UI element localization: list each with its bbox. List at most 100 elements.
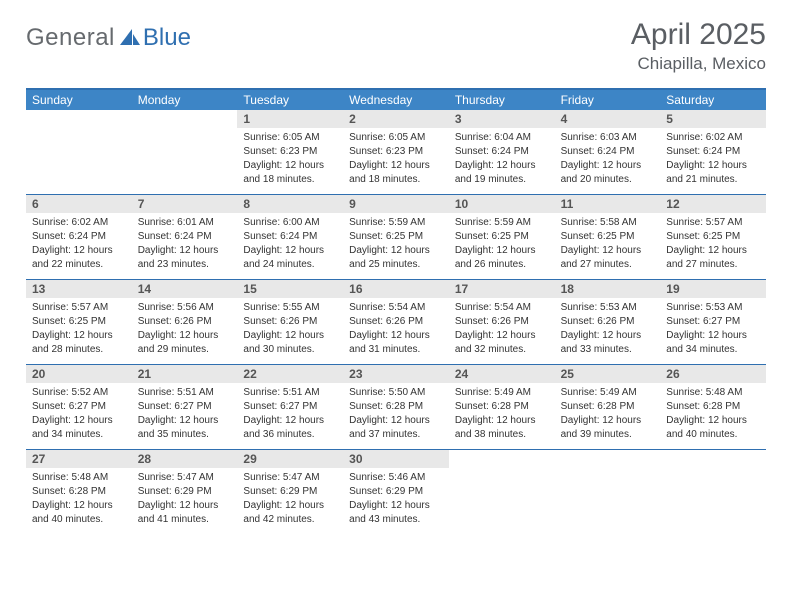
day-cell: 1Sunrise: 6:05 AMSunset: 6:23 PMDaylight… — [237, 110, 343, 194]
day-data: Sunrise: 5:59 AMSunset: 6:25 PMDaylight:… — [449, 213, 555, 276]
day-data: Sunrise: 5:50 AMSunset: 6:28 PMDaylight:… — [343, 383, 449, 446]
day-sunrise: Sunrise: 5:49 AM — [561, 386, 655, 399]
day-day2: and 33 minutes. — [561, 343, 655, 356]
day-cell: 20Sunrise: 5:52 AMSunset: 6:27 PMDayligh… — [26, 365, 132, 449]
day-day2: and 36 minutes. — [243, 428, 337, 441]
day-number: 19 — [660, 280, 766, 298]
day-sunrise: Sunrise: 5:48 AM — [666, 386, 760, 399]
day-cell: ..... — [132, 110, 238, 194]
day-cell: 19Sunrise: 5:53 AMSunset: 6:27 PMDayligh… — [660, 280, 766, 364]
day-sunrise: Sunrise: 5:51 AM — [243, 386, 337, 399]
day-sunrise: Sunrise: 5:57 AM — [666, 216, 760, 229]
day-data: Sunrise: 5:52 AMSunset: 6:27 PMDaylight:… — [26, 383, 132, 446]
day-data: Sunrise: 6:00 AMSunset: 6:24 PMDaylight:… — [237, 213, 343, 276]
day-day2: and 37 minutes. — [349, 428, 443, 441]
day-number: 21 — [132, 365, 238, 383]
day-data: Sunrise: 5:46 AMSunset: 6:29 PMDaylight:… — [343, 468, 449, 531]
day-day1: Daylight: 12 hours — [349, 244, 443, 257]
day-day1: Daylight: 12 hours — [243, 414, 337, 427]
day-sunset: Sunset: 6:27 PM — [32, 400, 126, 413]
day-sunset: Sunset: 6:27 PM — [138, 400, 232, 413]
day-day1: Daylight: 12 hours — [561, 159, 655, 172]
day-sunrise: Sunrise: 5:52 AM — [32, 386, 126, 399]
day-sunset: Sunset: 6:26 PM — [243, 315, 337, 328]
day-day2: and 19 minutes. — [455, 173, 549, 186]
day-data: Sunrise: 6:01 AMSunset: 6:24 PMDaylight:… — [132, 213, 238, 276]
day-day2: and 23 minutes. — [138, 258, 232, 271]
day-sunrise: Sunrise: 5:51 AM — [138, 386, 232, 399]
day-sunset: Sunset: 6:28 PM — [561, 400, 655, 413]
day-data: Sunrise: 5:54 AMSunset: 6:26 PMDaylight:… — [449, 298, 555, 361]
day-number: 13 — [26, 280, 132, 298]
weekday-header: Saturday — [660, 90, 766, 110]
day-cell: 28Sunrise: 5:47 AMSunset: 6:29 PMDayligh… — [132, 450, 238, 534]
day-day1: Daylight: 12 hours — [243, 329, 337, 342]
day-sunrise: Sunrise: 5:48 AM — [32, 471, 126, 484]
logo-word-2: Blue — [143, 24, 191, 52]
day-number: 29 — [237, 450, 343, 468]
day-cell: 6Sunrise: 6:02 AMSunset: 6:24 PMDaylight… — [26, 195, 132, 279]
day-data: Sunrise: 5:59 AMSunset: 6:25 PMDaylight:… — [343, 213, 449, 276]
day-day1: Daylight: 12 hours — [349, 329, 443, 342]
title-block: April 2025 Chiapilla, Mexico — [631, 18, 766, 74]
day-cell: 18Sunrise: 5:53 AMSunset: 6:26 PMDayligh… — [555, 280, 661, 364]
day-day1: Daylight: 12 hours — [666, 414, 760, 427]
day-number: 26 — [660, 365, 766, 383]
day-data: Sunrise: 6:03 AMSunset: 6:24 PMDaylight:… — [555, 128, 661, 191]
day-sunset: Sunset: 6:29 PM — [243, 485, 337, 498]
week-row: 13Sunrise: 5:57 AMSunset: 6:25 PMDayligh… — [26, 279, 766, 364]
day-sunset: Sunset: 6:24 PM — [138, 230, 232, 243]
day-number: 3 — [449, 110, 555, 128]
day-day1: Daylight: 12 hours — [32, 244, 126, 257]
day-day2: and 40 minutes. — [32, 513, 126, 526]
day-day2: and 27 minutes. — [561, 258, 655, 271]
day-cell: 17Sunrise: 5:54 AMSunset: 6:26 PMDayligh… — [449, 280, 555, 364]
day-cell: ..... — [26, 110, 132, 194]
day-data: Sunrise: 5:49 AMSunset: 6:28 PMDaylight:… — [449, 383, 555, 446]
day-day2: and 22 minutes. — [32, 258, 126, 271]
day-sunrise: Sunrise: 5:53 AM — [561, 301, 655, 314]
day-sunset: Sunset: 6:23 PM — [243, 145, 337, 158]
day-day1: Daylight: 12 hours — [349, 499, 443, 512]
day-number: 27 — [26, 450, 132, 468]
weekday-header: Monday — [132, 90, 238, 110]
day-cell: 8Sunrise: 6:00 AMSunset: 6:24 PMDaylight… — [237, 195, 343, 279]
day-day2: and 32 minutes. — [455, 343, 549, 356]
page-title: April 2025 — [631, 18, 766, 52]
day-sunrise: Sunrise: 5:54 AM — [455, 301, 549, 314]
day-cell: 25Sunrise: 5:49 AMSunset: 6:28 PMDayligh… — [555, 365, 661, 449]
day-day2: and 18 minutes. — [243, 173, 337, 186]
day-sunrise: Sunrise: 5:59 AM — [455, 216, 549, 229]
day-sunset: Sunset: 6:24 PM — [455, 145, 549, 158]
day-sunset: Sunset: 6:28 PM — [666, 400, 760, 413]
day-day1: Daylight: 12 hours — [561, 244, 655, 257]
day-cell: ..... — [449, 450, 555, 534]
weekday-header: Sunday — [26, 90, 132, 110]
weekday-header: Wednesday — [343, 90, 449, 110]
day-day1: Daylight: 12 hours — [32, 499, 126, 512]
day-number: 7 — [132, 195, 238, 213]
day-day2: and 29 minutes. — [138, 343, 232, 356]
day-number: 5 — [660, 110, 766, 128]
day-cell: 9Sunrise: 5:59 AMSunset: 6:25 PMDaylight… — [343, 195, 449, 279]
day-day1: Daylight: 12 hours — [455, 244, 549, 257]
day-data: Sunrise: 6:02 AMSunset: 6:24 PMDaylight:… — [26, 213, 132, 276]
day-number: 16 — [343, 280, 449, 298]
day-number: 30 — [343, 450, 449, 468]
day-sunrise: Sunrise: 5:49 AM — [455, 386, 549, 399]
week-row: 20Sunrise: 5:52 AMSunset: 6:27 PMDayligh… — [26, 364, 766, 449]
day-number: 14 — [132, 280, 238, 298]
day-number: 1 — [237, 110, 343, 128]
day-cell: 2Sunrise: 6:05 AMSunset: 6:23 PMDaylight… — [343, 110, 449, 194]
day-number: 8 — [237, 195, 343, 213]
day-number: 28 — [132, 450, 238, 468]
day-day2: and 38 minutes. — [455, 428, 549, 441]
day-sunset: Sunset: 6:24 PM — [243, 230, 337, 243]
day-cell: 5Sunrise: 6:02 AMSunset: 6:24 PMDaylight… — [660, 110, 766, 194]
day-sunrise: Sunrise: 5:55 AM — [243, 301, 337, 314]
day-sunset: Sunset: 6:28 PM — [455, 400, 549, 413]
day-data: Sunrise: 5:47 AMSunset: 6:29 PMDaylight:… — [237, 468, 343, 531]
weekday-header: Friday — [555, 90, 661, 110]
day-number: 15 — [237, 280, 343, 298]
day-data: Sunrise: 5:57 AMSunset: 6:25 PMDaylight:… — [660, 213, 766, 276]
